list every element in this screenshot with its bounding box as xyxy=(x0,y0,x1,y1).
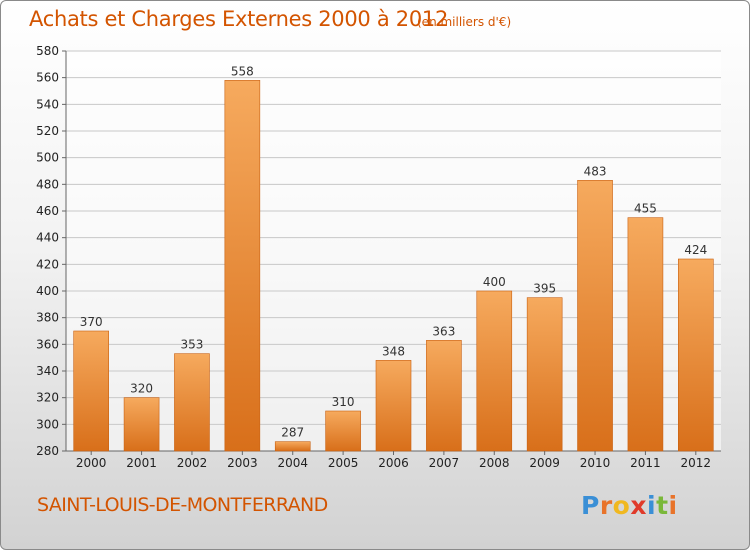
bar xyxy=(123,397,160,452)
y-tick-label: 560 xyxy=(36,71,59,85)
x-tick-label: 2004 xyxy=(277,456,308,470)
bar xyxy=(274,441,311,452)
bar xyxy=(627,217,664,452)
bar xyxy=(224,80,261,452)
x-tick-label: 2006 xyxy=(378,456,409,470)
logo-letter: x xyxy=(630,491,647,520)
x-tick-label: 2008 xyxy=(479,456,510,470)
data-label: 370 xyxy=(80,315,103,329)
x-tick-label: 2002 xyxy=(177,456,208,470)
bar xyxy=(426,340,462,452)
bar xyxy=(73,330,109,452)
y-tick-label: 500 xyxy=(36,151,59,165)
bar xyxy=(174,353,210,452)
x-tick-label: 2007 xyxy=(429,456,460,470)
y-tick-label: 280 xyxy=(36,444,59,458)
x-tick-label: 2009 xyxy=(529,456,560,470)
data-label: 395 xyxy=(533,282,556,296)
data-label: 400 xyxy=(483,275,506,289)
x-tick-label: 2005 xyxy=(328,456,359,470)
x-tick-label: 2010 xyxy=(580,456,611,470)
bar xyxy=(375,360,412,452)
x-tick-label: 2001 xyxy=(126,456,157,470)
data-label: 320 xyxy=(130,382,153,396)
logo-letter: P xyxy=(581,491,600,520)
x-tick-label: 2012 xyxy=(681,456,712,470)
city-name: SAINT-LOUIS-DE-MONTFERRAND xyxy=(37,494,328,516)
chart-title: Achats et Charges Externes 2000 à 2012 xyxy=(29,7,449,31)
data-label: 287 xyxy=(281,426,304,440)
bar xyxy=(526,297,563,452)
y-tick-label: 440 xyxy=(36,231,59,245)
bar xyxy=(678,258,714,452)
bar xyxy=(325,410,361,452)
y-tick-label: 460 xyxy=(36,204,59,218)
data-label: 348 xyxy=(382,344,405,358)
y-tick-label: 540 xyxy=(36,97,59,111)
proxiti-logo: Proxiti xyxy=(581,491,678,520)
y-tick-label: 340 xyxy=(36,364,59,378)
data-label: 455 xyxy=(634,202,657,216)
data-label: 558 xyxy=(231,64,254,78)
unit-note: (en milliers d'€) xyxy=(417,15,512,29)
bar xyxy=(476,290,513,452)
y-tick-label: 380 xyxy=(36,311,59,325)
y-tick-label: 320 xyxy=(36,391,59,405)
y-tick-label: 420 xyxy=(36,257,59,271)
x-tick-label: 2011 xyxy=(630,456,661,470)
data-label: 363 xyxy=(432,324,455,338)
data-label: 353 xyxy=(181,338,204,352)
y-tick-label: 400 xyxy=(36,284,59,298)
x-tick-label: 2003 xyxy=(227,456,258,470)
logo-letter: t xyxy=(656,491,669,520)
logo-letter: o xyxy=(612,491,631,520)
y-tick-label: 520 xyxy=(36,124,59,138)
data-label: 424 xyxy=(684,243,707,257)
logo-letter: r xyxy=(599,491,613,520)
bar xyxy=(577,180,613,452)
logo-letter: i xyxy=(668,491,678,520)
y-tick-label: 360 xyxy=(36,337,59,351)
y-tick-label: 480 xyxy=(36,177,59,191)
data-label: 483 xyxy=(584,164,607,178)
x-tick-label: 2000 xyxy=(76,456,107,470)
y-tick-label: 300 xyxy=(36,417,59,431)
logo-letter: i xyxy=(647,491,657,520)
y-tick-label: 580 xyxy=(36,44,59,58)
data-label: 310 xyxy=(332,395,355,409)
